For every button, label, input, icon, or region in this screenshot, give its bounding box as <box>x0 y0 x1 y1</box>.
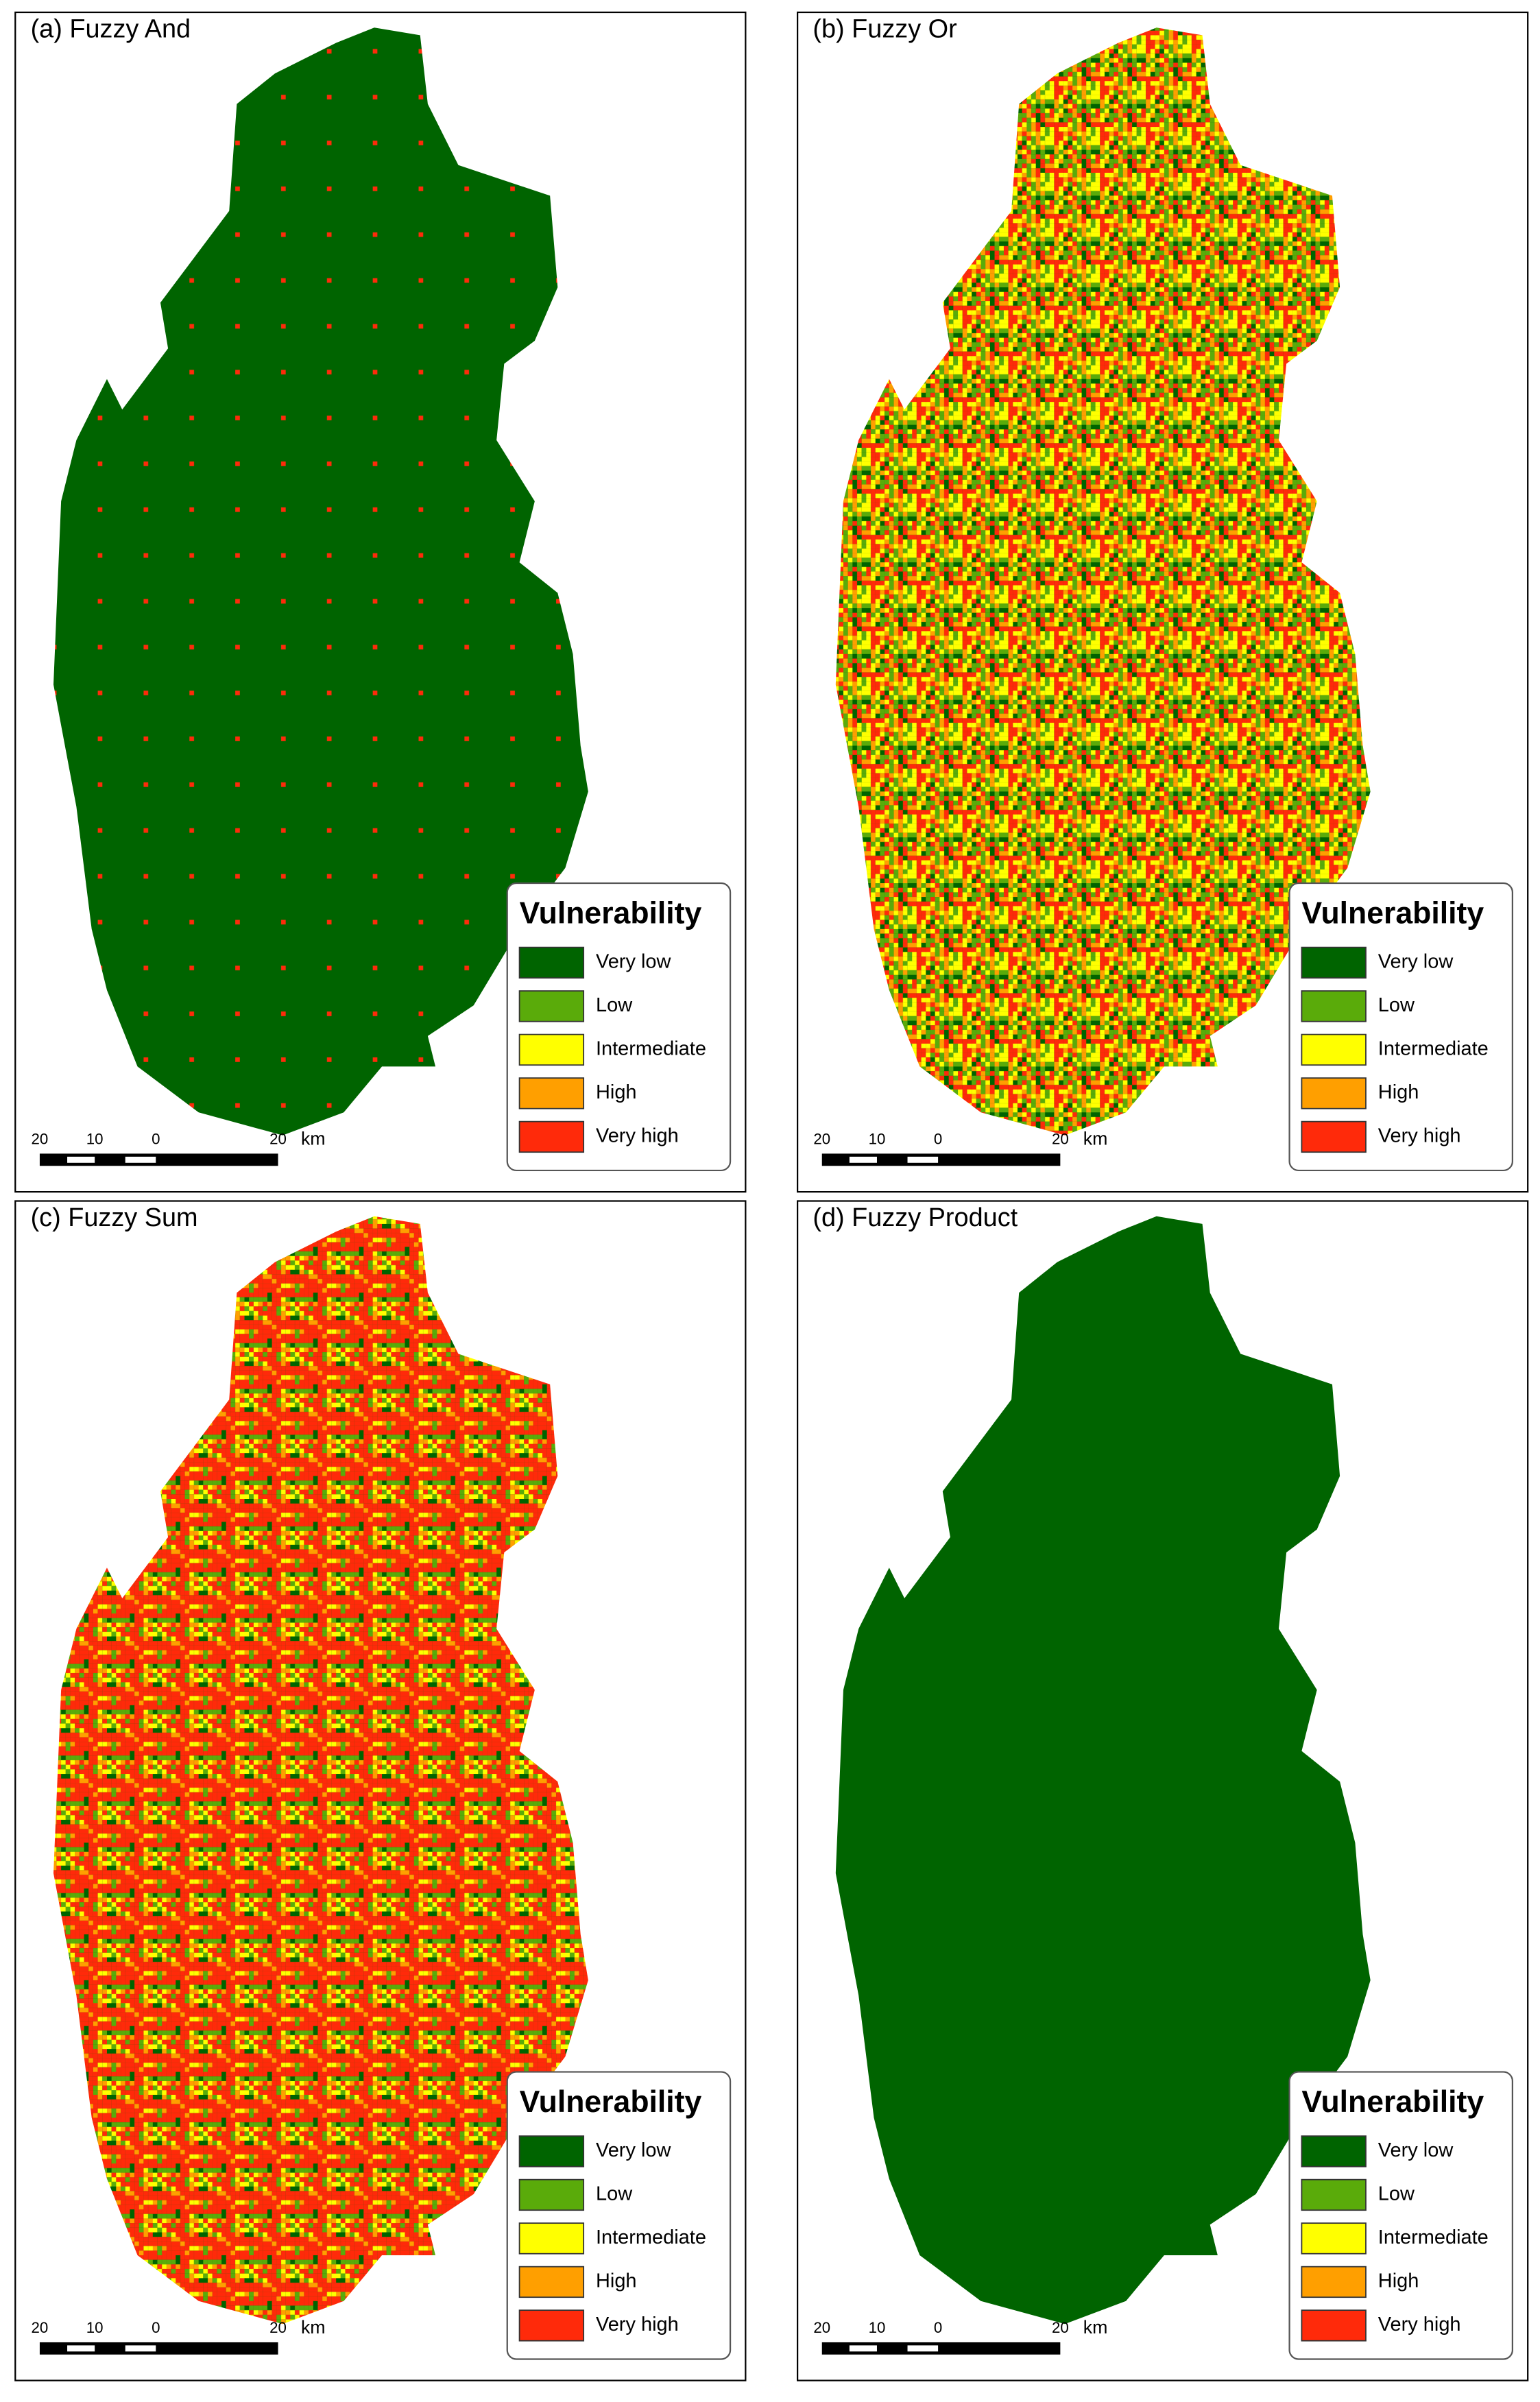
scale-unit: km <box>301 2317 326 2338</box>
panel-title: (c) Fuzzy Sum <box>31 1203 198 1232</box>
scale-segment <box>907 2345 939 2352</box>
legend-label: Low <box>1378 2183 1415 2205</box>
legend-label: Very high <box>596 1125 679 1147</box>
legend-label: Intermediate <box>596 2226 706 2248</box>
scale-unit: km <box>301 1128 326 1149</box>
scale-label: 20 <box>269 1130 287 1147</box>
legend-label: Very low <box>1378 2139 1454 2161</box>
legend-label: Very low <box>1378 951 1454 973</box>
scale-bar <box>39 1153 278 1166</box>
legend-label: Very high <box>1378 1125 1461 1147</box>
legend-label: High <box>1378 1081 1419 1103</box>
legend-swatch <box>1301 2266 1367 2298</box>
legend-swatch <box>518 946 585 979</box>
scale-label: 20 <box>32 1130 49 1147</box>
country-map <box>53 27 588 1136</box>
legend-label: High <box>596 2270 637 2292</box>
legend-swatch <box>1301 2178 1367 2211</box>
legend-title: Vulnerability <box>520 897 702 930</box>
panel-title: (d) Fuzzy Product <box>813 1203 1018 1232</box>
scale-unit: km <box>1083 2317 1108 2338</box>
scale-segment <box>125 1156 156 1163</box>
scale-label: 20 <box>269 2319 287 2336</box>
legend-swatch <box>1301 1077 1367 1109</box>
scale-label: 10 <box>869 2319 886 2336</box>
scale-label: 10 <box>869 1130 886 1147</box>
legend-swatch <box>1301 2222 1367 2255</box>
legend-swatch <box>518 2266 585 2298</box>
legend-label: Very low <box>596 2139 671 2161</box>
legend-label: Low <box>596 2183 632 2205</box>
map-panel: (a) Fuzzy And Vulnerability Very low Low Int… <box>14 11 747 1193</box>
scale-label: 20 <box>1052 2319 1069 2336</box>
legend-title: Vulnerability <box>1301 2085 1484 2119</box>
scale-segment <box>849 2345 877 2352</box>
scale-label: 0 <box>152 1130 160 1147</box>
map-panel: (c) Fuzzy Sum Vulnerability Very low Low Int… <box>14 1200 747 2381</box>
scale-label: 20 <box>1052 1130 1069 1147</box>
scale-label: 10 <box>86 2319 104 2336</box>
panel-title: (b) Fuzzy Or <box>813 15 957 44</box>
legend-swatch <box>518 1120 585 1153</box>
legend-swatch <box>1301 990 1367 1022</box>
legend-label: High <box>596 1081 637 1103</box>
scale-label: 20 <box>32 2319 49 2336</box>
scale-segment <box>907 1156 939 1163</box>
scale-segment <box>67 2345 95 2352</box>
scale-label: 0 <box>152 2319 160 2336</box>
scale-bar <box>821 1153 1061 1166</box>
legend-swatch <box>518 2135 585 2167</box>
legend-label: Very low <box>596 951 671 973</box>
legend-title: Vulnerability <box>1301 897 1484 930</box>
legend-swatch <box>518 2309 585 2342</box>
country-map <box>835 1216 1371 2325</box>
legend-label: Very high <box>1378 2314 1461 2335</box>
scale-segment <box>849 1156 877 1163</box>
legend-swatch <box>518 2222 585 2255</box>
legend-swatch <box>518 2178 585 2211</box>
scale-label: 0 <box>934 1130 942 1147</box>
map-panel: (b) Fuzzy Or Vulnerability Very low Low Inte… <box>796 11 1529 1193</box>
legend-label: Intermediate <box>596 1038 706 1060</box>
legend-label: Very high <box>596 2314 679 2335</box>
scale-segment <box>67 1156 95 1163</box>
scale-segment <box>125 2345 156 2352</box>
scale-label: 20 <box>813 1130 830 1147</box>
country-map <box>835 27 1371 1136</box>
country-map <box>53 1216 588 2325</box>
panel-title: (a) Fuzzy And <box>31 15 191 44</box>
legend-swatch <box>1301 2309 1367 2342</box>
scale-label: 20 <box>813 2319 830 2336</box>
legend-swatch <box>1301 946 1367 979</box>
legend-label: Intermediate <box>1378 2226 1489 2248</box>
legend-swatch <box>518 990 585 1022</box>
scale-bar <box>39 2342 278 2355</box>
legend-swatch <box>1301 2135 1367 2167</box>
legend-label: Low <box>596 994 632 1016</box>
scale-label: 0 <box>934 2319 942 2336</box>
legend-label: Low <box>1378 994 1415 1016</box>
legend-label: Intermediate <box>1378 1038 1489 1060</box>
legend-swatch <box>518 1033 585 1066</box>
scale-bar <box>821 2342 1061 2355</box>
legend-label: High <box>1378 2270 1419 2292</box>
scale-unit: km <box>1083 1128 1108 1149</box>
legend-swatch <box>518 1077 585 1109</box>
legend-swatch <box>1301 1120 1367 1153</box>
legend-title: Vulnerability <box>520 2085 702 2119</box>
scale-label: 10 <box>86 1130 104 1147</box>
map-panel: (d) Fuzzy Product Vulnerability Very low Lo… <box>796 1200 1529 2381</box>
legend-swatch <box>1301 1033 1367 1066</box>
